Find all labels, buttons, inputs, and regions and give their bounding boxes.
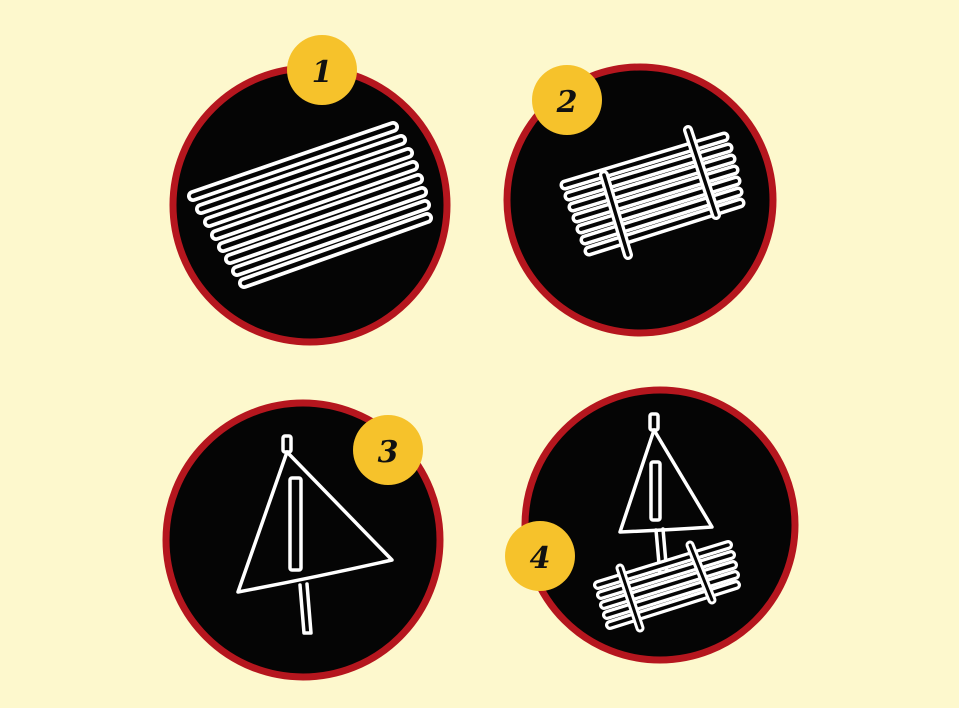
step-3-illustration-sail	[236, 434, 394, 635]
step-3-panel: 3	[162, 399, 444, 681]
step-2-number: 2	[556, 85, 578, 120]
step-1-number: 1	[312, 55, 333, 90]
step-4-panel: 4	[505, 386, 799, 664]
step-4-badge: 4	[505, 521, 575, 591]
step-2-panel: 2	[503, 63, 777, 337]
step-2-illustration-raft	[559, 125, 746, 260]
step-4-circle	[521, 386, 799, 664]
step-1-illustration-sticks	[187, 121, 433, 289]
step-1-badge: 1	[287, 35, 357, 105]
step-3-number: 3	[378, 435, 399, 470]
step-2-badge: 2	[532, 65, 602, 135]
step-4-illustration-boat	[593, 412, 741, 633]
step-4-number: 4	[530, 541, 551, 576]
step-1-panel: 1	[169, 35, 451, 346]
step-3-badge: 3	[353, 415, 423, 485]
